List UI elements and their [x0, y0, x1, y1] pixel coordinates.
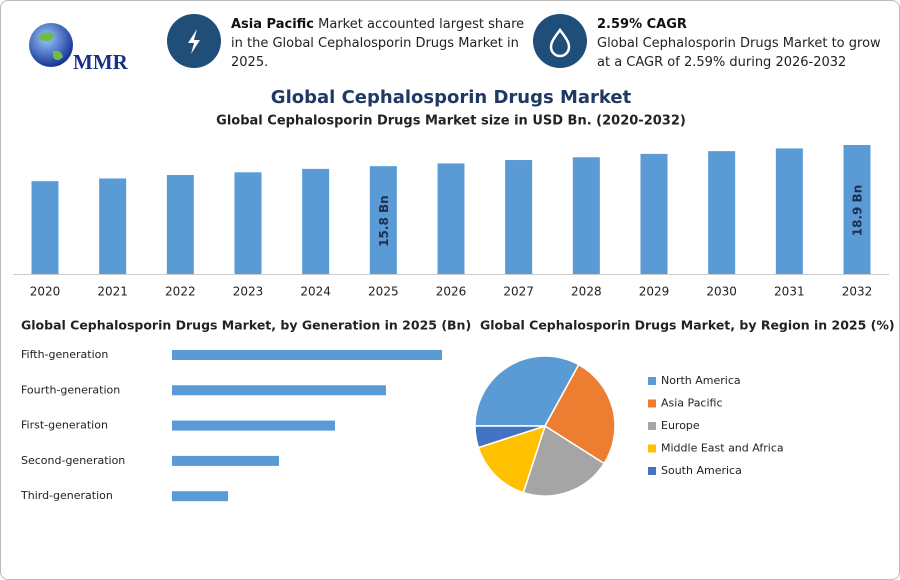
- data-label: 15.8 Bn: [377, 195, 391, 246]
- legend-swatch: [648, 377, 656, 385]
- bar: [505, 160, 533, 274]
- x-tick-label: 2031: [774, 285, 805, 299]
- bar: [437, 163, 465, 274]
- bar: [172, 420, 336, 431]
- pie-slice: [474, 425, 546, 449]
- chart-title: Global Cephalosporin Drugs Market, by Ge…: [21, 318, 471, 333]
- bar: [172, 385, 386, 396]
- legend-label: Europe: [661, 419, 700, 432]
- info-highlight: 2.59% CAGR: [597, 17, 687, 32]
- main-title: Global Cephalosporin Drugs Market: [271, 87, 632, 108]
- x-tick-label: 2023: [233, 285, 264, 299]
- logo-text: MMR: [73, 50, 129, 74]
- legend-label: South America: [661, 464, 742, 477]
- data-label: 18.9 Bn: [851, 185, 865, 236]
- info-box: Asia Pacific Market accounted largest sh…: [231, 15, 526, 72]
- y-tick-label: First-generation: [21, 419, 108, 432]
- bar: [572, 157, 600, 274]
- pie-slice: [544, 363, 616, 465]
- bar: [166, 175, 194, 274]
- x-tick-label: 2022: [165, 285, 196, 299]
- x-tick-label: 2025: [368, 285, 399, 299]
- bar: [369, 166, 397, 274]
- chart-title: Global Cephalosporin Drugs Market, by Re…: [480, 318, 895, 333]
- bolt-icon: [188, 29, 200, 54]
- bar: [172, 350, 442, 360]
- legend-label: Middle East and Africa: [661, 442, 784, 455]
- x-tick-label: 2020: [30, 285, 61, 299]
- info-box: 2.59% CAGR Global Cephalosporin Drugs Mar…: [597, 15, 892, 72]
- bar: [640, 153, 668, 274]
- bar: [775, 148, 803, 274]
- legend-swatch: [648, 422, 656, 430]
- info-text: Global Cephalosporin Drugs Market to gro…: [597, 36, 881, 70]
- bar: [234, 172, 262, 274]
- x-tick-label: 2027: [503, 285, 534, 299]
- pie-slice: [474, 355, 580, 427]
- x-tick-label: 2029: [639, 285, 670, 299]
- bar: [172, 491, 229, 502]
- bar: [31, 181, 59, 274]
- legend-label: Asia Pacific: [661, 397, 723, 410]
- bar: [708, 151, 736, 274]
- bar: [843, 145, 871, 274]
- y-tick-label: Fourth-generation: [21, 383, 120, 396]
- x-tick-label: 2021: [97, 285, 128, 299]
- bar: [302, 168, 330, 274]
- legend-swatch: [648, 399, 656, 408]
- info-text: Market accounted largest share in the Gl…: [231, 17, 525, 70]
- x-tick-label: 2028: [571, 285, 602, 299]
- legend-label: North America: [661, 374, 741, 387]
- x-tick-label: 2030: [706, 285, 737, 299]
- x-tick-label: 2024: [300, 285, 331, 299]
- info-highlight: Asia Pacific: [231, 17, 315, 32]
- legend-swatch: [648, 467, 656, 475]
- pie-slice: [522, 424, 606, 497]
- y-tick-label: Second-generation: [21, 454, 125, 467]
- x-tick-label: 2032: [842, 285, 873, 299]
- bar: [172, 455, 279, 466]
- logo-globe: [29, 23, 73, 67]
- legend-swatch: [648, 444, 656, 453]
- bar: [99, 178, 127, 274]
- chart-title: Global Cephalosporin Drugs Market size i…: [216, 114, 686, 129]
- drop-icon: [549, 27, 571, 58]
- info-icon: [533, 14, 587, 68]
- y-tick-label: Third-generation: [20, 489, 113, 502]
- x-tick-label: 2026: [436, 285, 467, 299]
- logo-land: [37, 32, 63, 60]
- y-tick-label: Fifth-generation: [21, 348, 108, 361]
